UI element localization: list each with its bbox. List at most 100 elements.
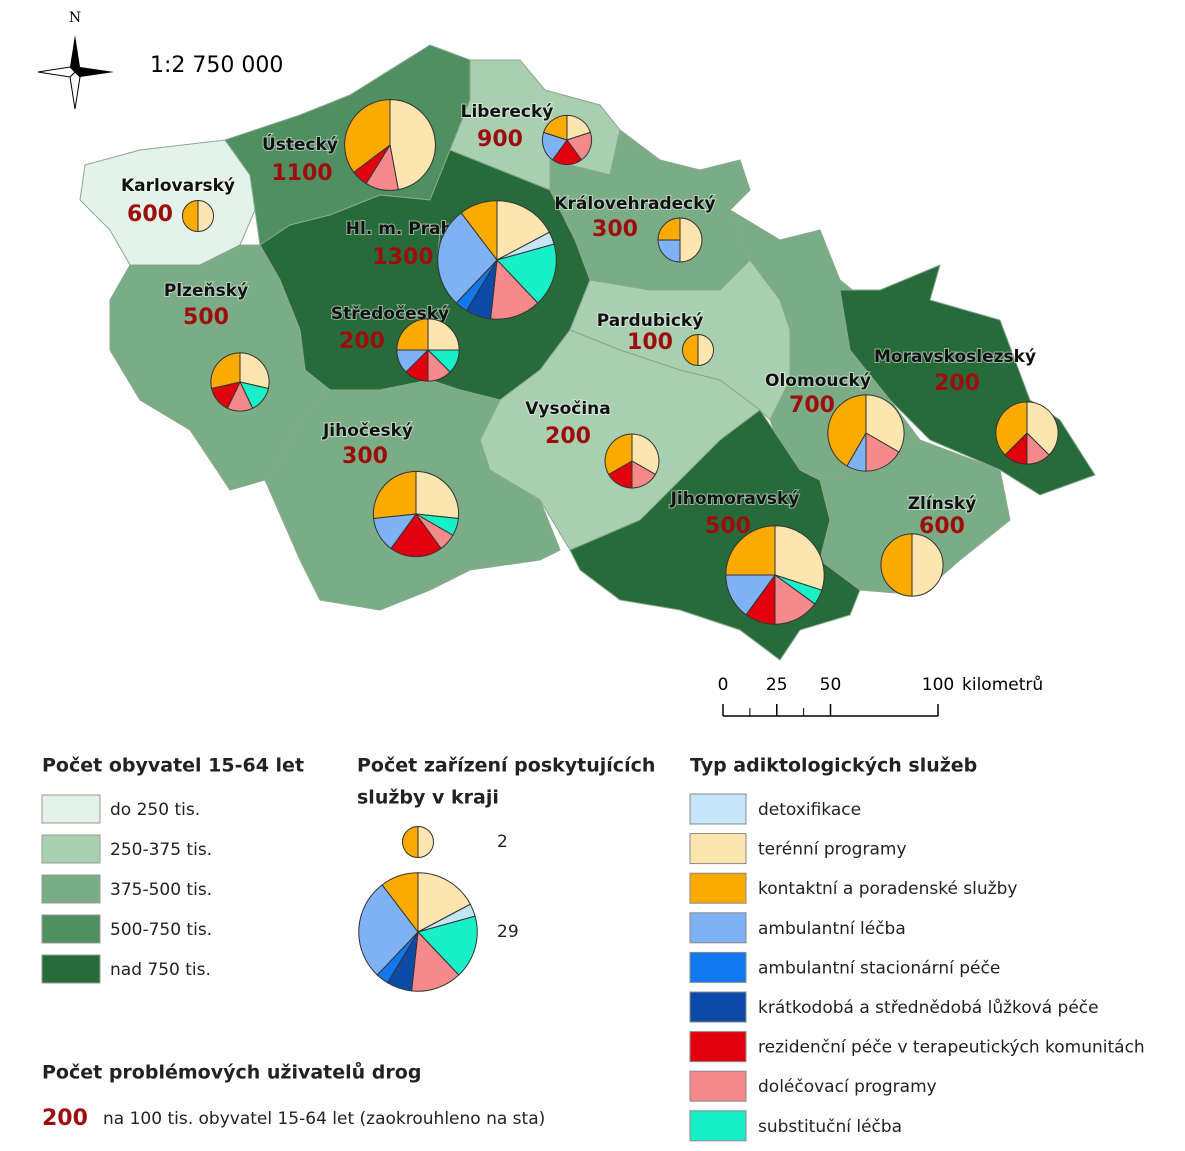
pie-slice [417, 872, 472, 933]
legend-swatch [689, 951, 747, 983]
pie-slice [460, 200, 498, 262]
pie-slice [542, 114, 568, 141]
legend-title: Počet problémových uživatelů drog [42, 1061, 421, 1084]
region-name: Ústecký [262, 133, 338, 155]
scalebar-label: 0 [718, 675, 729, 695]
region-name: Královehradecký [554, 194, 715, 214]
pie-slice [197, 199, 214, 233]
pie-slice [995, 401, 1028, 456]
compass [37, 35, 114, 110]
legend-swatch [689, 1070, 747, 1102]
legend-label: 250-375 tis. [110, 840, 212, 860]
pie-slice [210, 352, 241, 390]
scalebar-label: 100 [922, 675, 954, 695]
region-name: Moravskoslezský [874, 347, 1036, 367]
pie-slice [496, 200, 551, 261]
region-rate: 600 [919, 514, 965, 539]
legend-label: rezidenční péče v terapeutických komunit… [758, 1038, 1145, 1058]
region-name: Olomoucký [765, 371, 871, 391]
legend-label: nad 750 tis. [110, 960, 211, 980]
legend-label: detoxifikace [758, 800, 861, 820]
region-name: Liberecký [461, 102, 554, 122]
scalebar-unit: kilometrů [962, 675, 1043, 695]
pie-slice [427, 318, 460, 351]
region-rate: 200 [545, 424, 591, 449]
scale-ratio: 1:2 750 000 [150, 53, 283, 78]
region-name: Jihočeský [322, 421, 413, 441]
legend-swatch [689, 912, 747, 944]
pie-slice [411, 930, 460, 992]
legend-label: kontaktní a poradenské služby [758, 879, 1017, 899]
legend-swatch [41, 954, 101, 984]
legend-title: Typ adiktologických služeb [690, 755, 977, 777]
pie-slice [396, 318, 429, 351]
pie-slice [417, 915, 478, 976]
legend-title: Počet zařízení poskytujících [357, 755, 655, 777]
pie-slice [865, 394, 905, 453]
pie-slice [496, 243, 557, 304]
pie-slice [657, 239, 681, 263]
pie-slice [657, 217, 681, 241]
region-name: Hl. m. Praha [346, 219, 464, 239]
legend-label: ambulantní stacionární péče [758, 958, 1000, 978]
pie-slice [604, 433, 633, 476]
region-rate: 1300 [372, 245, 433, 270]
legend-label: na 100 tis. obyvatel 15-64 let (zaokrouh… [103, 1109, 545, 1129]
region-name: Zlínský [908, 494, 977, 514]
pie-slice [182, 199, 199, 233]
legend-swatch [689, 833, 747, 865]
legend-swatch [689, 1110, 747, 1142]
legend-swatch [41, 914, 101, 944]
region-rate: 900 [477, 127, 523, 152]
region-name: Jihomoravský [670, 489, 800, 509]
pie-slice [880, 533, 913, 597]
pie-slice [679, 217, 703, 263]
pie-slice [1026, 401, 1059, 456]
pie-slice [415, 470, 460, 520]
pie-slice [911, 533, 944, 597]
pie-slice [437, 212, 498, 304]
region-rate: 1100 [271, 161, 332, 186]
region-rate: 300 [342, 444, 388, 469]
region-rate: 300 [592, 217, 638, 242]
north-label: N [69, 10, 81, 26]
region-rate: 500 [705, 514, 751, 539]
legend-swatch [689, 1031, 747, 1063]
pie-slice [390, 513, 442, 558]
region-name: Plzeňský [164, 281, 248, 301]
pie-slice [490, 258, 539, 320]
legend-swatch [41, 834, 101, 864]
pie-slice [682, 333, 699, 367]
region-rate: 600 [127, 202, 173, 227]
pie-slice [417, 825, 434, 859]
region-rate: 200 [934, 371, 980, 396]
legend-label: terénní programy [758, 840, 907, 860]
pie-slice [402, 825, 419, 859]
legend-swatch [689, 991, 747, 1023]
region-rate: 200 [339, 329, 385, 354]
pie-slice [344, 99, 391, 174]
legend-total: 29 [497, 922, 519, 942]
legend-label: krátkodobá a střednědobá lůžková péče [758, 998, 1099, 1018]
pie-slice [389, 99, 436, 191]
legend-title: služby v kraji [357, 787, 499, 809]
pie-slice [381, 872, 419, 934]
legend-swatch [689, 793, 747, 825]
legend-label: 500-750 tis. [110, 920, 212, 940]
legend-swatch [41, 874, 101, 904]
scalebar-label: 50 [820, 675, 842, 695]
pie-slice [725, 525, 776, 576]
pie-slice [372, 470, 417, 520]
region-name: Vysočina [525, 399, 611, 419]
legend-title: Počet obyvatel 15-64 let [42, 755, 304, 777]
pie-slice [827, 394, 867, 467]
legend-label: ambulantní léčba [758, 919, 906, 939]
legend-example: 200 [42, 1106, 88, 1131]
scalebar-label: 25 [766, 675, 788, 695]
legend-label: do 250 tis. [110, 800, 200, 820]
legend-label: 375-500 tis. [110, 880, 212, 900]
pie-slice [697, 333, 714, 367]
pie-slice [358, 884, 419, 976]
region-rate: 500 [183, 305, 229, 330]
